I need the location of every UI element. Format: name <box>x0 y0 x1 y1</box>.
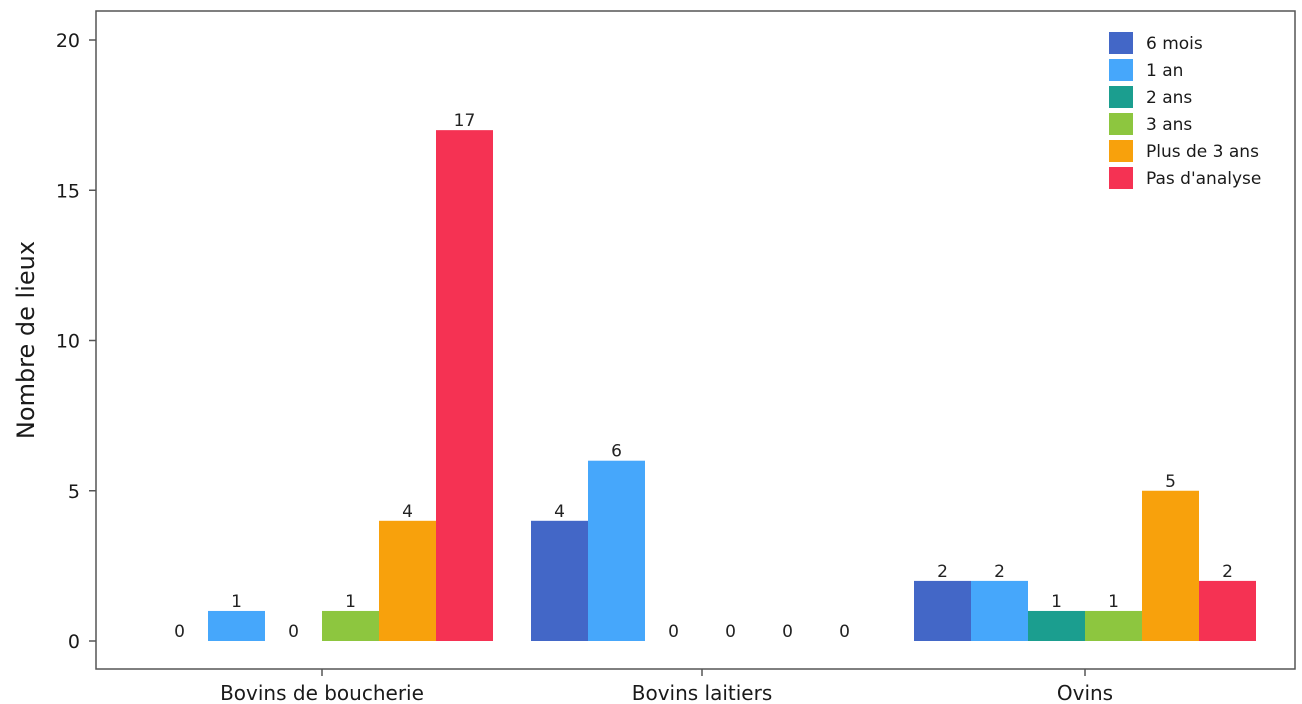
legend-swatch <box>1109 32 1133 54</box>
y-tick-label: 5 <box>68 481 80 503</box>
bar-value-label: 2 <box>994 562 1005 582</box>
bar <box>1199 580 1256 641</box>
data-labels: 0 1 0 1 4 17 4 6 0 0 0 0 2 2 1 1 5 2 <box>174 111 1233 642</box>
legend-label: 1 an <box>1146 61 1183 81</box>
legend-swatch <box>1109 59 1133 81</box>
x-category-label: Bovins laitiers <box>632 681 773 704</box>
bar-value-label: 1 <box>1051 592 1062 612</box>
bar <box>531 520 588 641</box>
legend-label: 2 ans <box>1146 88 1192 108</box>
bar-value-label: 0 <box>668 622 679 642</box>
bar-value-label: 2 <box>1222 562 1233 582</box>
bar-value-label: 4 <box>402 502 413 522</box>
bar-value-label: 1 <box>345 592 356 612</box>
legend-label: 3 ans <box>1146 115 1192 135</box>
bar <box>1028 610 1085 641</box>
bar-value-label: 2 <box>937 562 948 582</box>
bars <box>208 130 1256 641</box>
legend-label: Plus de 3 ans <box>1146 142 1259 162</box>
y-tick-label: 0 <box>68 631 80 653</box>
y-axis: 0 5 10 15 20 <box>56 30 96 653</box>
bar-value-label: 17 <box>454 111 476 131</box>
legend: 6 mois 1 an 2 ans 3 ans Plus de 3 ans Pas d'a… <box>1109 32 1261 189</box>
y-tick-label: 15 <box>56 180 80 202</box>
legend-swatch <box>1109 140 1133 162</box>
y-tick-label: 20 <box>56 30 80 52</box>
legend-swatch <box>1109 86 1133 108</box>
y-tick-label: 10 <box>56 331 80 353</box>
bar-value-label: 0 <box>839 622 850 642</box>
bar-value-label: 0 <box>782 622 793 642</box>
plot-frame <box>95 10 1296 670</box>
bar-value-label: 0 <box>725 622 736 642</box>
bar <box>436 130 493 641</box>
x-axis: Bovins de boucherie Bovins laitiers Ovins <box>220 669 1113 704</box>
legend-swatch <box>1109 167 1133 189</box>
bar <box>588 460 645 641</box>
bar <box>208 610 265 641</box>
bar-value-label: 1 <box>1108 592 1119 612</box>
bar <box>1085 610 1142 641</box>
x-category-label: Ovins <box>1057 681 1113 704</box>
bar-value-label: 6 <box>611 442 622 462</box>
x-category-label: Bovins de boucherie <box>220 681 424 704</box>
bar <box>1142 490 1199 641</box>
bar-value-label: 0 <box>288 622 299 642</box>
bar <box>379 520 436 641</box>
bar-value-label: 5 <box>1165 472 1176 492</box>
bar <box>322 610 379 641</box>
bar-value-label: 0 <box>174 622 185 642</box>
legend-label: 6 mois <box>1146 34 1203 54</box>
bar-value-label: 4 <box>554 502 565 522</box>
legend-label: Pas d'analyse <box>1146 169 1261 189</box>
bar <box>971 580 1028 641</box>
legend-swatch <box>1109 113 1133 135</box>
bar <box>914 580 971 641</box>
bar-value-label: 1 <box>231 592 242 612</box>
y-axis-title: Nombre de lieux <box>12 241 40 439</box>
